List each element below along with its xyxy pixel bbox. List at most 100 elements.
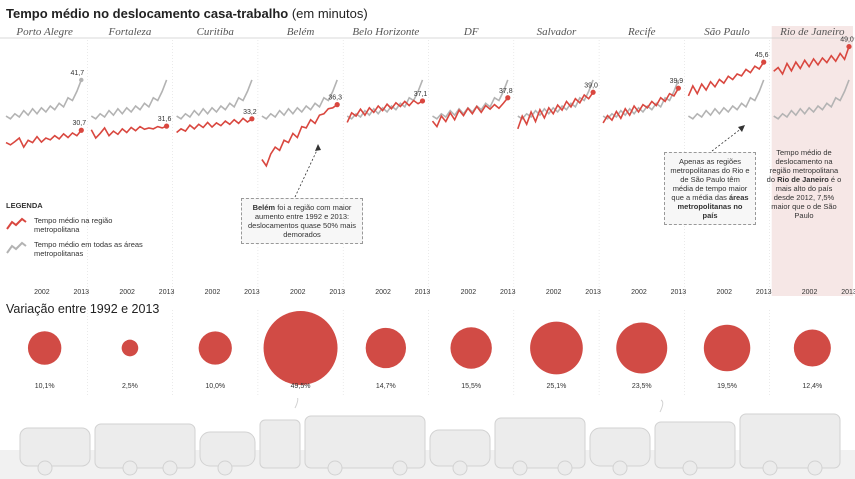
belem-arrowhead	[315, 144, 321, 151]
series-line-metro	[431, 97, 509, 129]
series-line-all	[602, 79, 680, 120]
variation-circle	[793, 329, 831, 367]
chart-title: Tempo médio no deslocamento casa-trabalh…	[6, 6, 368, 21]
rio-sp-arrowhead	[738, 125, 745, 132]
series-line-metro	[602, 87, 680, 124]
series-line-metro	[176, 117, 253, 134]
data-label-all: 41,7	[70, 70, 84, 77]
variation-label: 2,5%	[122, 383, 138, 390]
note-rio-sp-bold: áreas metropolitanas no país	[677, 193, 749, 220]
x-tick-label: 2002	[461, 289, 477, 296]
variation-circle	[198, 331, 232, 365]
series-line-all	[346, 79, 424, 120]
endpoint-dot-all	[79, 77, 84, 83]
x-tick-label: 2013	[756, 289, 772, 296]
x-tick-label: 2013	[74, 289, 90, 296]
variation-circle	[616, 322, 668, 374]
legend-metro-swatch	[6, 217, 27, 230]
data-label: 39,0	[584, 82, 598, 89]
variation-label: 15,5%	[461, 383, 481, 390]
variation-label: 23,5%	[632, 383, 652, 390]
series-line-metro	[517, 91, 594, 130]
data-label: 45,6	[755, 52, 769, 59]
variation-circle	[530, 321, 583, 375]
series-line-metro	[687, 61, 765, 97]
legend: LEGENDA Tempo médio na região metropolit…	[6, 201, 154, 258]
x-tick-label: 2013	[671, 289, 687, 296]
x-tick-label: 2013	[585, 289, 601, 296]
highlight-band-rio	[771, 26, 853, 296]
data-label: 36,3	[328, 95, 342, 102]
chart-title-main: Tempo médio no deslocamento casa-trabalh…	[6, 6, 289, 21]
variation-title: Variação entre 1992 e 2013	[6, 302, 160, 316]
x-tick-label: 2002	[546, 289, 562, 296]
x-tick-label: 2013	[500, 289, 516, 296]
legend-all-swatch	[6, 241, 27, 254]
series-line-all	[90, 79, 168, 120]
x-tick-label: 2002	[205, 289, 221, 296]
x-tick-label: 2013	[415, 289, 431, 296]
data-label: 37,8	[499, 88, 513, 95]
data-label: 33,2	[243, 109, 257, 116]
region-label: DF	[463, 26, 479, 38]
region-label: Curitiba	[197, 26, 235, 38]
x-tick-label: 2002	[631, 289, 647, 296]
endpoint-dot	[419, 98, 426, 104]
endpoint-dot	[761, 59, 767, 65]
series-line-metro	[261, 103, 338, 168]
region-label: Recife	[627, 26, 656, 38]
endpoint-dot	[78, 127, 84, 133]
endpoint-dot	[675, 85, 682, 91]
variation-circle	[121, 339, 139, 357]
variation-label: 19,5%	[717, 383, 737, 390]
x-tick-label: 2013	[329, 289, 345, 296]
note-rio-bold: Rio de Janeiro	[777, 175, 829, 184]
x-tick-label: 2002	[290, 289, 306, 296]
x-tick-label: 2002	[119, 289, 135, 296]
legend-title: LEGENDA	[6, 201, 43, 210]
series-line-all	[773, 79, 850, 120]
note-belem-bold: Belém	[252, 203, 276, 212]
endpoint-dot	[164, 123, 170, 129]
data-label: 31,6	[158, 116, 172, 123]
series-line-metro	[90, 125, 167, 140]
series-line-metro	[773, 46, 850, 76]
data-label: 30,7	[72, 120, 86, 127]
endpoint-dot	[334, 102, 340, 108]
series-line-all	[432, 79, 509, 120]
belem-pointer	[294, 147, 319, 198]
region-label: Belo Horizonte	[352, 26, 419, 38]
x-tick-label: 2002	[802, 289, 818, 296]
note-rio-sp: Apenas as regiões metropolitanas do Rio …	[664, 152, 756, 225]
x-tick-label: 2002	[716, 289, 732, 296]
series-line-all	[687, 79, 765, 120]
legend-all: Tempo médio em todas as áreas metropolit…	[6, 240, 154, 258]
variation-circle	[703, 324, 751, 372]
endpoint-dot	[590, 89, 596, 95]
series-line-all	[5, 79, 83, 120]
legend-all-label: Tempo médio em todas as áreas metropolit…	[34, 240, 143, 258]
note-rio-text-2: é o mais alto do país desde 2012, 7,5% m…	[771, 175, 842, 220]
endpoint-dot	[249, 116, 255, 122]
region-label: Salvador	[537, 26, 577, 38]
rio-sp-pointer	[711, 127, 743, 152]
note-belem: Belém foi a região com maior aumento ent…	[241, 198, 363, 244]
variation-circle	[263, 311, 338, 385]
region-label: Porto Alegre	[15, 26, 73, 38]
x-tick-label: 2013	[244, 289, 260, 296]
variation-circle	[27, 331, 62, 365]
region-label: Belém	[287, 26, 315, 38]
variation-label: 10,0%	[205, 383, 225, 390]
x-tick-label: 2002	[34, 289, 50, 296]
variation-label: 25,1%	[547, 383, 567, 390]
chart-title-unit: (em minutos)	[291, 6, 368, 21]
region-label: São Paulo	[704, 26, 750, 38]
variation-label: 10,1%	[35, 383, 55, 390]
note-rio: Tempo médio de deslocamento na região me…	[765, 148, 843, 220]
note-belem-text: foi a região com maior aumento entre 199…	[248, 203, 356, 239]
variation-circle	[450, 327, 492, 369]
variation-label: 49,5%	[291, 383, 311, 390]
series-line-all	[261, 79, 338, 120]
